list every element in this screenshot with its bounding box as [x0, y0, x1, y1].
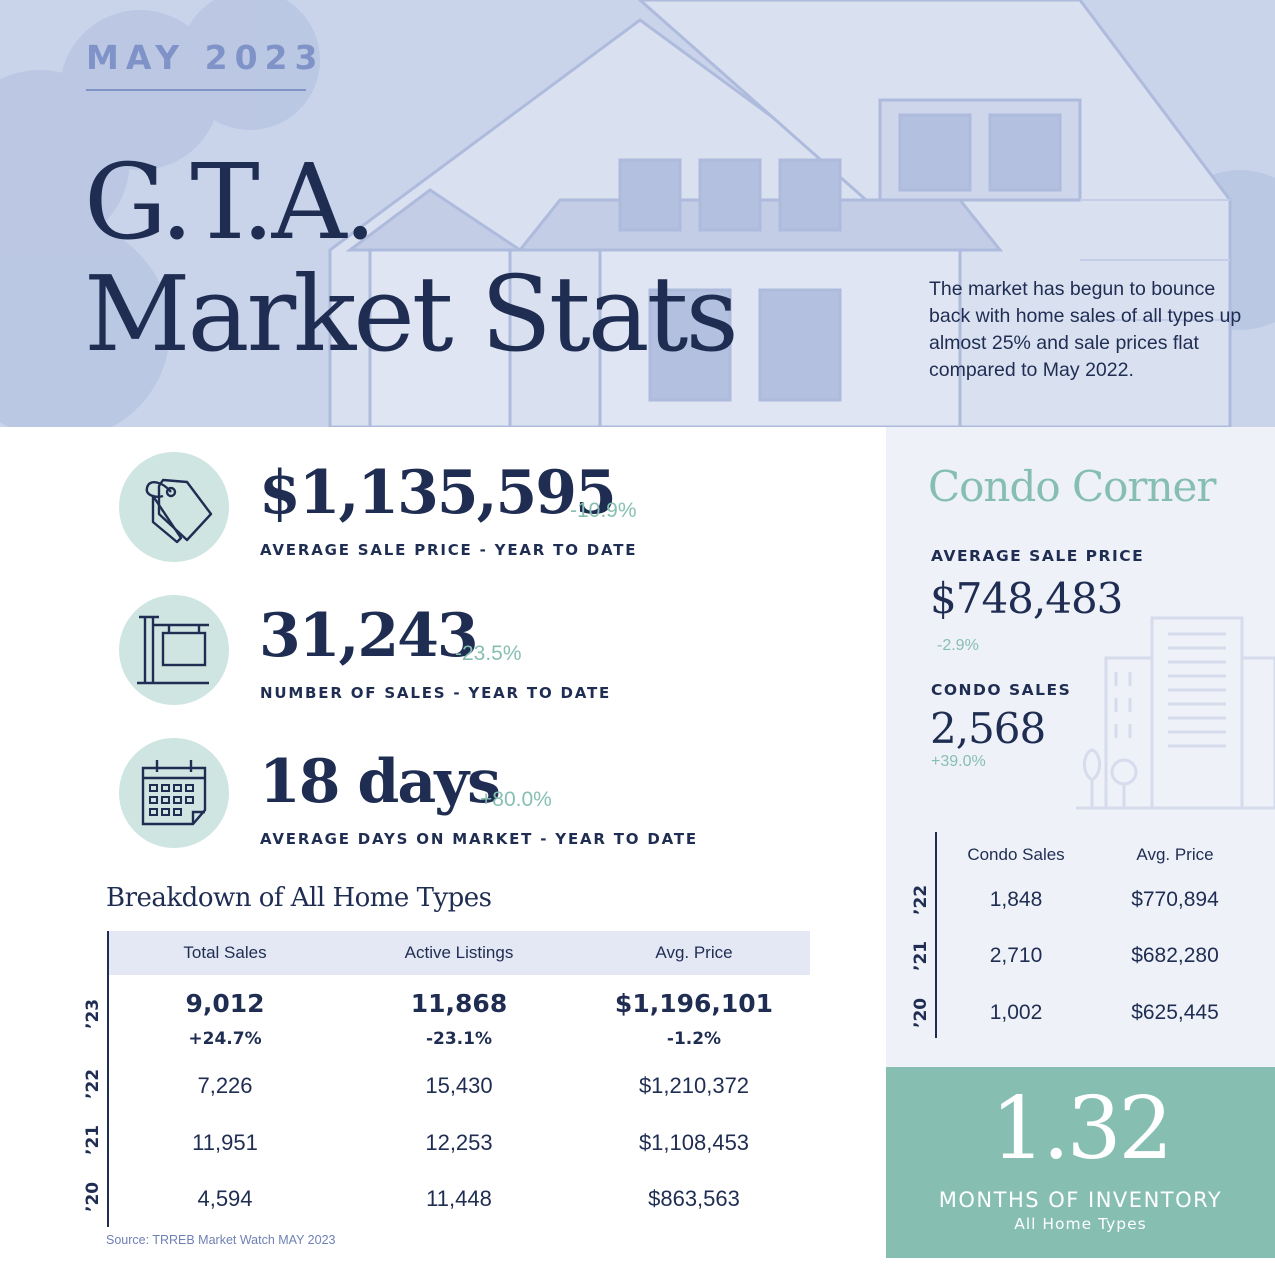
table-cell: $1,196,101	[614, 989, 774, 1018]
stat-value-avg-price: $1,135,595	[259, 458, 617, 528]
table-cell: $682,280	[1131, 944, 1219, 967]
table-cell: 7,226	[197, 1073, 253, 1098]
table-cell: $770,894	[1131, 888, 1219, 911]
hero-banner: MAY 2023 G.T.A. Market Stats The market …	[0, 0, 1275, 427]
inventory-sublabel: All Home Types	[1014, 1215, 1147, 1233]
condo-panel	[886, 427, 1275, 1067]
condo-title: Condo Corner	[928, 462, 1216, 511]
condo-sales-change: +39.0%	[931, 753, 986, 770]
stat-change-sales: -23.5%	[455, 642, 522, 665]
inventory-label: MONTHS OF INVENTORY	[938, 1188, 1223, 1212]
price-tag-icon	[119, 452, 229, 562]
stat-value-sales: 31,243	[259, 601, 479, 671]
building-icon	[1076, 616, 1275, 810]
table-cell: $1,210,372	[638, 1073, 750, 1098]
page-title-line-2: Market Stats	[84, 253, 739, 375]
row-year: ’20	[83, 1181, 103, 1212]
page-title-line-1: G.T.A.	[84, 141, 377, 263]
stat-label-sales: NUMBER OF SALES - YEAR TO DATE	[260, 684, 612, 702]
row-year: ’22	[911, 884, 931, 915]
condo-sales-label: CONDO SALES	[931, 681, 1072, 699]
table-cell: 11,951	[192, 1130, 258, 1155]
table-cell: $863,563	[648, 1186, 740, 1211]
table-cell: 11,448	[426, 1186, 492, 1211]
table-axis-line	[107, 931, 109, 1227]
condo-sales-value: 2,568	[930, 704, 1046, 753]
table-cell-change: -23.1%	[425, 1029, 493, 1049]
table-cell-change: -1.2%	[666, 1029, 722, 1049]
condo-avg-price-change: -2.9%	[937, 637, 979, 654]
table-cell: 12,253	[425, 1130, 493, 1155]
intro-text: The market has begun to bounce back with…	[929, 278, 1242, 381]
stat-label-days: AVERAGE DAYS ON MARKET - YEAR TO DATE	[260, 830, 698, 848]
table-cell: 2,710	[989, 944, 1043, 967]
inventory-value: 1.32	[990, 1079, 1173, 1179]
stat-label-avg-price: AVERAGE SALE PRICE - YEAR TO DATE	[260, 541, 638, 559]
table-cell: 15,430	[425, 1073, 493, 1098]
condo-column-header-price: Avg. Price	[1136, 845, 1214, 864]
condo-table-axis-line	[935, 832, 937, 1038]
table-cell-change: +24.7%	[188, 1029, 262, 1049]
breakdown-title: Breakdown of All Home Types	[106, 883, 492, 913]
column-header-avg-price: Avg. Price	[655, 943, 733, 962]
column-header-active-listings: Active Listings	[404, 943, 514, 962]
report-month: MAY 2023	[86, 38, 325, 77]
month-underline	[86, 89, 306, 91]
condo-column-header-sales: Condo Sales	[967, 845, 1065, 864]
condo-avg-price-value: $748,483	[930, 574, 1123, 623]
table-cell: $625,445	[1131, 1001, 1219, 1024]
row-year: ’23	[83, 998, 103, 1029]
row-year: ’22	[83, 1068, 103, 1099]
row-year: ’21	[911, 940, 931, 971]
table-cell: $1,108,453	[638, 1130, 750, 1155]
calendar-icon	[119, 738, 229, 848]
row-year: ’20	[911, 997, 931, 1028]
inventory-box	[886, 1067, 1275, 1258]
source-note: Source: TRREB Market Watch MAY 2023	[106, 1233, 336, 1247]
condo-avg-price-label: AVERAGE SALE PRICE	[931, 547, 1145, 565]
column-header-total-sales: Total Sales	[183, 943, 267, 962]
table-header	[109, 931, 810, 975]
row-year: ’21	[83, 1124, 103, 1155]
stat-change-avg-price: -10.9%	[570, 499, 637, 522]
table-cell: 1,002	[989, 1001, 1043, 1024]
table-cell: 4,594	[197, 1186, 253, 1211]
stat-value-days: 18 days	[259, 747, 501, 817]
table-cell: 1,848	[989, 888, 1043, 911]
stat-change-days: +80.0%	[480, 788, 552, 811]
page-title: G.T.A. Market Stats	[84, 141, 739, 375]
table-cell: 11,868	[410, 989, 508, 1018]
house-background-image	[0, 0, 1275, 427]
table-cell: 9,012	[185, 989, 265, 1018]
for-sale-sign-icon	[119, 595, 229, 705]
